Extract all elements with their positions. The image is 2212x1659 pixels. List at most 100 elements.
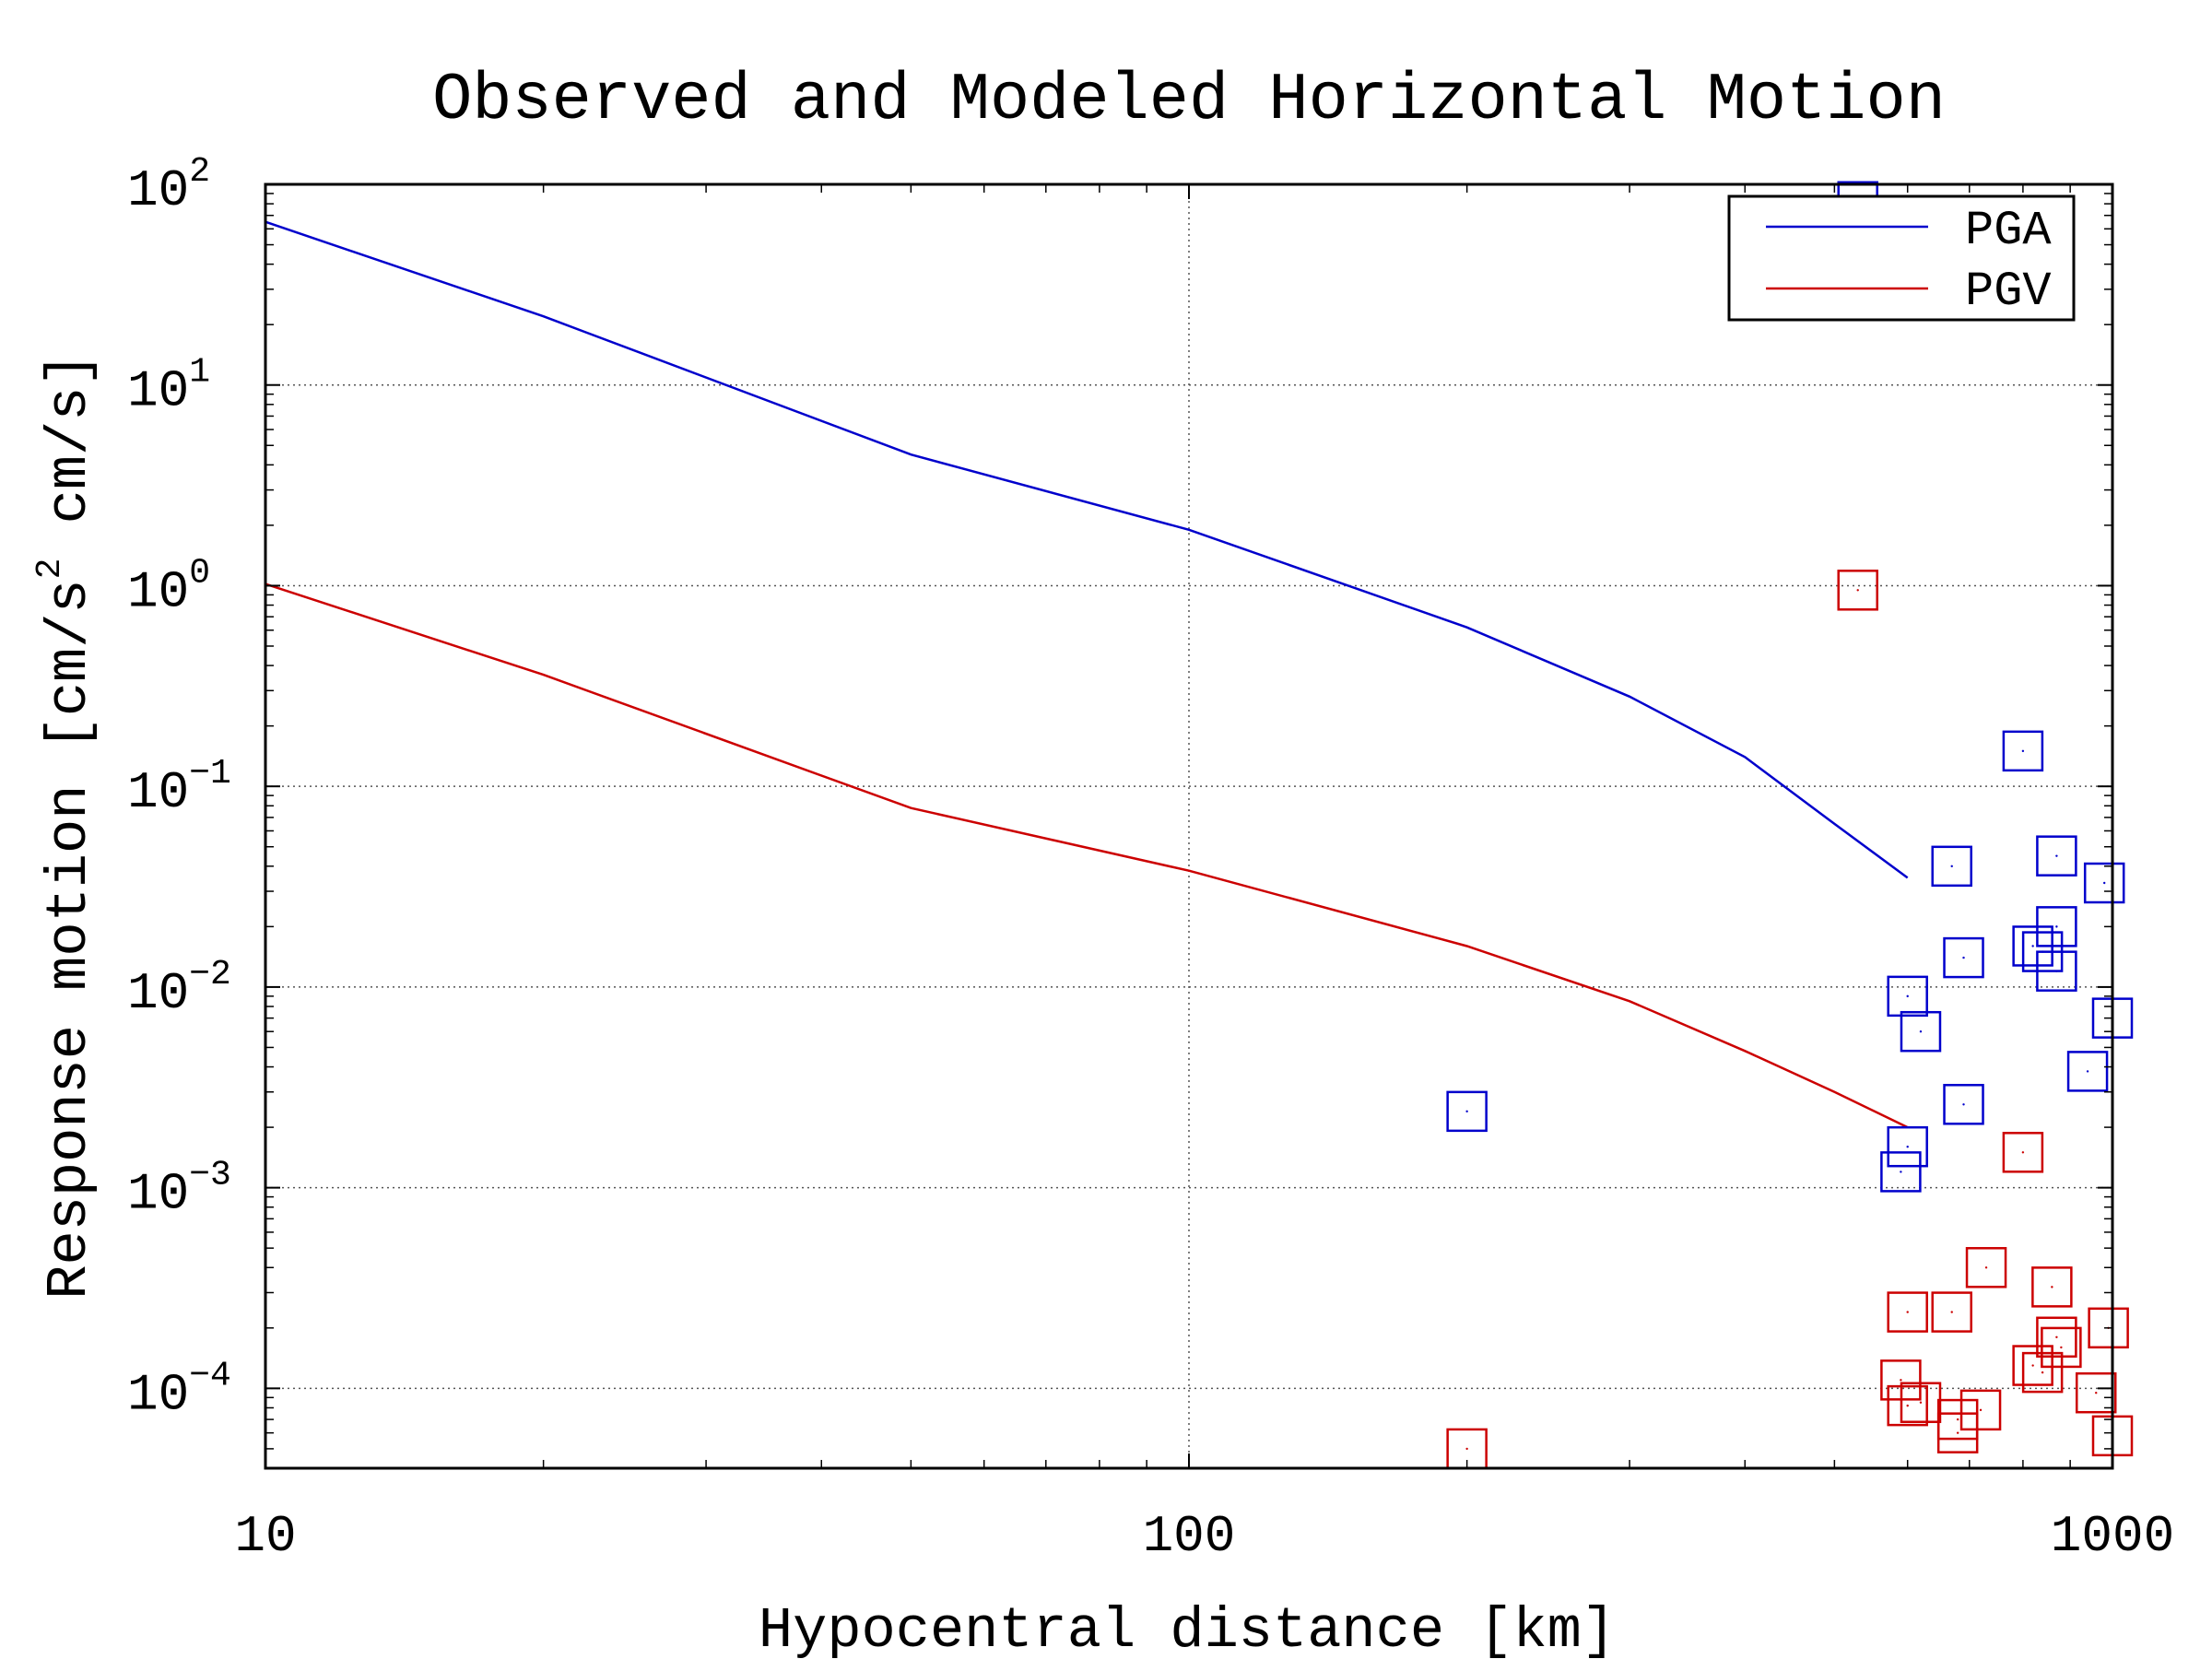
marker-dot-pgv-observed xyxy=(1465,1447,1468,1451)
y-tick-label: 10−2 xyxy=(127,955,231,1023)
marker-pga-observed xyxy=(2036,835,2077,877)
marker-pga-observed xyxy=(2036,906,2077,947)
gridlines xyxy=(265,184,2112,1468)
marker-dot-pga-observed xyxy=(1950,865,1953,868)
marker-dot-pga-observed xyxy=(1962,1103,1965,1106)
y-axis-label-superscript: 2 xyxy=(30,559,70,580)
marker-pgv-observed xyxy=(1931,1291,1972,1333)
x-axis-label: Hypocentral distance [km] xyxy=(759,1598,1616,1659)
marker-pgv-observed xyxy=(2088,1307,2129,1349)
legend: PGA PGV xyxy=(1727,194,2076,322)
marker-pga-observed xyxy=(2002,730,2044,772)
marker-dot-pga-observed xyxy=(1906,994,1909,998)
marker-pga-observed xyxy=(2083,862,2125,904)
marker-dot-pga-observed xyxy=(1919,1030,1923,1033)
axis-ticks xyxy=(265,183,2113,1468)
marker-dot-pgv-observed xyxy=(1956,1418,1959,1421)
y-tick-label-base: 10 xyxy=(127,562,189,621)
marker-dot-pgv-observed xyxy=(1984,1266,1988,1269)
marker-pgv-observed xyxy=(2041,1326,2082,1369)
y-tick-label: 101 xyxy=(127,353,210,421)
x-tick-label: 1000 xyxy=(2051,1507,2174,1566)
marker-dot-pgv-observed xyxy=(2041,1371,2044,1374)
series-line-pga xyxy=(265,220,1909,879)
marker-pgv-observed xyxy=(1837,570,1878,611)
marker-pga-observed xyxy=(1446,1090,1488,1133)
y-tick-label-base: 10 xyxy=(127,161,189,220)
marker-pga-observed xyxy=(1887,975,1928,1018)
marker-pga-observed xyxy=(2066,1051,2109,1092)
y-tick-label-exponent: 2 xyxy=(189,152,210,192)
chart-title: Observed and Modeled Horizontal Motion xyxy=(432,63,1946,138)
marker-pga-observed xyxy=(1931,845,1972,888)
marker-pga-observed xyxy=(2036,950,2077,992)
legend-label-pga: PGA xyxy=(1965,204,2052,258)
marker-pga-observed xyxy=(1880,1151,1922,1193)
marker-dot-pgv-observed xyxy=(2051,1286,2053,1288)
marker-dot-pgv-observed xyxy=(1856,589,1859,592)
series-line-pgv xyxy=(265,582,1909,1129)
y-axis-label-tail: cm/s] xyxy=(37,352,102,558)
marker-dot-pgv-observed xyxy=(1950,1311,1953,1313)
marker-dot-pgv-observed xyxy=(2031,1364,2034,1367)
marker-pga-observed xyxy=(1900,1010,1942,1053)
marker-dot-pga-observed xyxy=(2086,1070,2089,1073)
marker-pgv-observed xyxy=(2031,1266,2073,1308)
marker-pgv-observed xyxy=(1900,1382,1942,1423)
x-tick-label: 10 xyxy=(234,1507,296,1566)
marker-dot-pgv-observed xyxy=(1906,1404,1909,1407)
y-tick-label-exponent: 0 xyxy=(189,553,210,593)
marker-pgv-observed xyxy=(1959,1389,2002,1431)
marker-dot-pga-observed xyxy=(1962,956,1965,959)
marker-pgv-observed xyxy=(2036,1316,2077,1359)
x-tick-labels: 10 100 1000 xyxy=(234,1507,2174,1566)
legend-box xyxy=(1727,194,2076,322)
marker-dot-pga-observed xyxy=(2055,925,2058,928)
marker-pgv-observed xyxy=(2012,1345,2053,1386)
marker-pgv-observed xyxy=(1965,1247,2007,1288)
marker-pgv-observed xyxy=(2002,1132,2044,1173)
legend-label-pgv: PGV xyxy=(1965,265,2052,319)
y-tick-label-exponent: −3 xyxy=(189,1156,231,1195)
y-tick-label: 10−4 xyxy=(127,1356,231,1424)
marker-dot-pga-observed xyxy=(2031,945,2034,947)
y-tick-label-base: 10 xyxy=(127,362,189,421)
y-tick-label-base: 10 xyxy=(127,964,189,1023)
marker-dot-pga-observed xyxy=(1465,1110,1468,1113)
y-axis-label: Response motion [cm/s2 cm/s] xyxy=(30,352,102,1299)
marker-dot-pgv-observed xyxy=(2021,1151,2025,1154)
y-axis-label-main: Response motion [cm/s xyxy=(37,579,102,1299)
marker-dot-pgv-observed xyxy=(2060,1346,2063,1349)
marker-pga-observed xyxy=(1943,1084,1984,1125)
marker-dot-pga-observed xyxy=(2055,970,2058,972)
y-tick-label-base: 10 xyxy=(127,1165,189,1224)
marker-dot-pga-observed xyxy=(2021,749,2025,753)
model-curves xyxy=(265,220,1909,1129)
y-tick-label: 10−1 xyxy=(127,754,231,822)
marker-pgv-observed xyxy=(2075,1371,2117,1414)
y-tick-label: 100 xyxy=(127,553,210,621)
marker-pgv-observed xyxy=(1936,1412,1979,1453)
marker-dot-pgv-observed xyxy=(1979,1408,1983,1412)
x-tick-label: 100 xyxy=(1143,1507,1236,1566)
marker-dot-pgv-observed xyxy=(2095,1392,2098,1394)
marker-dot-pgv-observed xyxy=(1956,1431,1959,1434)
y-tick-label-exponent: −2 xyxy=(189,955,231,994)
marker-pgv-observed xyxy=(1887,1384,1928,1427)
y-tick-label-base: 10 xyxy=(127,1365,189,1424)
marker-pga-observed xyxy=(1887,1125,1928,1168)
marker-pga-observed xyxy=(1943,936,1984,979)
y-tick-label-exponent: 1 xyxy=(189,353,210,393)
y-tick-label: 102 xyxy=(127,152,210,220)
y-tick-label-exponent: −1 xyxy=(189,754,231,794)
marker-dot-pga-observed xyxy=(1906,1145,1909,1148)
marker-dot-pgv-observed xyxy=(2055,1335,2058,1338)
marker-dot-pgv-observed xyxy=(1919,1401,1923,1404)
marker-pgv-observed xyxy=(1887,1291,1928,1333)
y-tick-label-exponent: −4 xyxy=(189,1356,231,1395)
marker-dot-pga-observed xyxy=(2103,881,2106,885)
y-tick-label-base: 10 xyxy=(127,763,189,822)
marker-dot-pga-observed xyxy=(1900,1171,1902,1173)
